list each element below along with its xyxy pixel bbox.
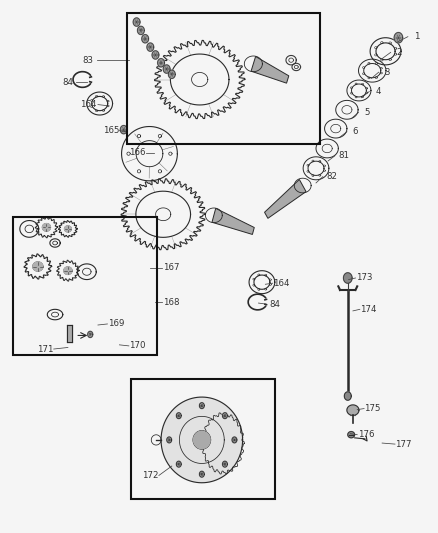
Text: 174: 174 bbox=[360, 305, 377, 314]
Polygon shape bbox=[120, 125, 127, 134]
Polygon shape bbox=[199, 471, 204, 477]
Text: 166: 166 bbox=[129, 148, 146, 157]
Polygon shape bbox=[212, 208, 254, 235]
Text: 5: 5 bbox=[364, 108, 370, 117]
Text: 84: 84 bbox=[269, 300, 280, 309]
Text: 169: 169 bbox=[108, 319, 124, 328]
Text: 170: 170 bbox=[129, 342, 146, 350]
Polygon shape bbox=[177, 413, 181, 418]
Text: 164: 164 bbox=[80, 100, 96, 109]
Polygon shape bbox=[158, 59, 165, 67]
Text: 175: 175 bbox=[364, 404, 381, 413]
Text: 83: 83 bbox=[83, 55, 94, 64]
Bar bbox=[131, 379, 275, 499]
Polygon shape bbox=[147, 43, 154, 51]
Polygon shape bbox=[167, 437, 172, 443]
Polygon shape bbox=[161, 397, 243, 483]
Polygon shape bbox=[88, 332, 93, 337]
Polygon shape bbox=[177, 461, 181, 467]
Text: 1: 1 bbox=[414, 32, 419, 41]
Text: 6: 6 bbox=[353, 127, 358, 136]
Text: 177: 177 bbox=[396, 440, 412, 449]
Polygon shape bbox=[223, 413, 227, 418]
Polygon shape bbox=[223, 461, 227, 467]
Polygon shape bbox=[33, 262, 43, 271]
Text: 171: 171 bbox=[37, 344, 53, 353]
Polygon shape bbox=[394, 33, 403, 43]
Text: 81: 81 bbox=[338, 151, 349, 160]
Text: 164: 164 bbox=[273, 279, 290, 288]
Text: 168: 168 bbox=[162, 297, 179, 306]
Polygon shape bbox=[347, 405, 359, 415]
Polygon shape bbox=[163, 65, 170, 73]
Text: 165: 165 bbox=[102, 126, 119, 135]
Text: 2: 2 bbox=[396, 48, 402, 57]
Polygon shape bbox=[232, 437, 237, 443]
Polygon shape bbox=[343, 273, 352, 283]
Text: 172: 172 bbox=[142, 471, 159, 480]
Polygon shape bbox=[64, 226, 71, 232]
Text: 3: 3 bbox=[385, 68, 390, 77]
Polygon shape bbox=[64, 267, 72, 274]
Text: 4: 4 bbox=[375, 87, 381, 96]
Bar bbox=[127, 13, 320, 144]
Polygon shape bbox=[133, 18, 140, 26]
Polygon shape bbox=[194, 431, 210, 448]
Bar bbox=[13, 217, 157, 356]
Polygon shape bbox=[344, 392, 351, 400]
Polygon shape bbox=[142, 35, 148, 43]
Polygon shape bbox=[138, 26, 144, 35]
Polygon shape bbox=[348, 432, 355, 438]
Polygon shape bbox=[168, 70, 175, 78]
Text: 176: 176 bbox=[357, 430, 374, 439]
Polygon shape bbox=[152, 51, 159, 59]
Polygon shape bbox=[251, 56, 289, 83]
Text: 84: 84 bbox=[62, 78, 74, 87]
Polygon shape bbox=[265, 180, 306, 219]
Text: 173: 173 bbox=[356, 273, 372, 282]
Text: 82: 82 bbox=[326, 172, 337, 181]
Text: 167: 167 bbox=[162, 263, 179, 272]
Polygon shape bbox=[42, 223, 50, 231]
Polygon shape bbox=[199, 402, 204, 409]
